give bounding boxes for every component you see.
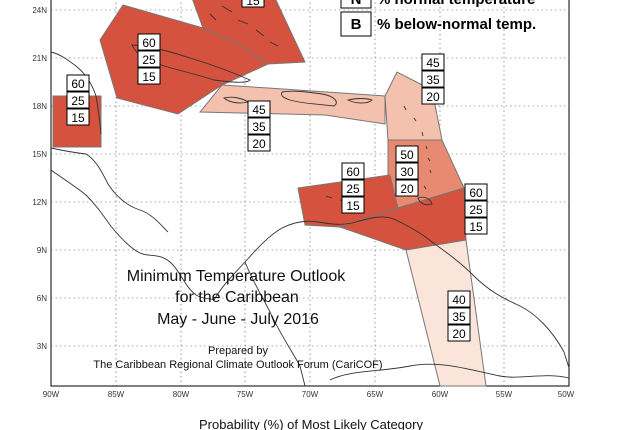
zone-guianas: [405, 239, 487, 387]
prob-value: 45: [252, 103, 266, 117]
prob-box: [421, 87, 445, 105]
central-america-coast-north: [50, 147, 169, 233]
zone-greater-antilles-east: [198, 84, 386, 125]
legend-key-normal: [340, 0, 372, 9]
prob-box: [341, 179, 365, 197]
prob-value: 30: [400, 165, 414, 179]
prob-box: [447, 307, 471, 325]
lon-label: 90W: [43, 390, 60, 399]
prob-value: 35: [252, 120, 266, 134]
prob-box: [464, 217, 488, 235]
credit-line: The Caribbean Regional Climate Outlook F…: [93, 359, 382, 371]
lat-label: 12N: [32, 198, 47, 207]
prob-box: [395, 162, 419, 180]
prob-value: 15: [71, 111, 85, 125]
map-credit: Prepared by The Caribbean Regional Clima…: [93, 345, 382, 371]
lon-labels: 90W 85W 80W 75W 70W 65W 60W 55W 50W: [43, 390, 575, 399]
prob-box: [341, 196, 365, 214]
lon-label: 65W: [367, 390, 384, 399]
prob-box: [66, 108, 90, 126]
lon-label: 60W: [432, 390, 449, 399]
prob-value: 20: [452, 327, 466, 341]
prob-value: 15: [469, 220, 483, 234]
river-basin: [329, 363, 570, 381]
lesser-antilles-coast: [403, 105, 432, 190]
prob-box: [395, 179, 419, 197]
prob-value: 35: [426, 73, 440, 87]
prob-box: [247, 100, 271, 118]
lon-label: 85W: [108, 390, 125, 399]
prob-box: [447, 290, 471, 308]
prob-box: [395, 145, 419, 163]
title-line: Minimum Temperature Outlook: [127, 268, 346, 285]
prob-value: 15: [346, 199, 360, 213]
lat-label: 15N: [32, 150, 47, 159]
puerto-rico-coast: [346, 98, 373, 104]
prob-box: [421, 53, 445, 71]
prob-box: [464, 200, 488, 218]
prob-value: 45: [426, 56, 440, 70]
prob-value: 60: [346, 165, 360, 179]
prob-value: 60: [142, 36, 156, 50]
prob-box: [137, 33, 161, 51]
lon-label: 55W: [496, 390, 513, 399]
prob-value: 35: [452, 310, 466, 324]
lon-label: 80W: [173, 390, 190, 399]
prob-value: 25: [469, 203, 483, 217]
south-america-interior: [244, 261, 306, 387]
prob-value: 20: [400, 182, 414, 196]
prob-value: 25: [346, 182, 360, 196]
bahamas-coast: [209, 5, 279, 47]
lat-label: 24N: [32, 6, 47, 15]
prob-box: [421, 70, 445, 88]
legend-letter: N: [351, 0, 362, 8]
lon-label: 75W: [237, 390, 254, 399]
legend-label: % normal temperature: [377, 0, 535, 8]
prob-box: [464, 183, 488, 201]
prob-value: 20: [426, 90, 440, 104]
trinidad-coast: [417, 196, 433, 206]
prob-value: 40: [452, 293, 466, 307]
prob-value: 15: [142, 70, 156, 84]
prob-box: [447, 324, 471, 342]
lon-label: 50W: [558, 390, 575, 399]
prob-box: [341, 162, 365, 180]
lon-label: 70W: [302, 390, 319, 399]
lat-label: 6N: [37, 294, 47, 303]
south-america-coast: [213, 216, 570, 369]
prob-value: 25: [142, 53, 156, 67]
legend: N % normal temperature B % below-normal …: [340, 0, 536, 37]
prob-box: [247, 134, 271, 152]
prob-box: [66, 74, 90, 92]
map-footer: Probability (%) of Most Likely Category: [199, 417, 423, 430]
prob-value: 25: [71, 94, 85, 108]
prob-value: 60: [469, 186, 483, 200]
lat-label: 3N: [37, 342, 47, 351]
prob-box: [137, 67, 161, 85]
legend-letter: B: [351, 16, 362, 33]
title-line: May - June - July 2016: [157, 311, 319, 328]
map-title: Minimum Temperature Outlook for the Cari…: [127, 268, 346, 328]
prob-value: 50: [400, 148, 414, 162]
prob-value: 60: [71, 77, 85, 91]
title-line: for the Caribbean: [175, 289, 299, 306]
lat-label: 18N: [32, 102, 47, 111]
prob-box: [137, 50, 161, 68]
prob-box: [247, 117, 271, 135]
credit-line: Prepared by: [208, 345, 268, 357]
prob-boxes: 15 60 25 15 60 25 15 45 35 20 45 35 20 5…: [66, 0, 488, 342]
legend-label: % below-normal temp.: [377, 16, 536, 33]
hispaniola-coast: [281, 90, 337, 107]
lat-label: 9N: [37, 246, 47, 255]
legend-key-below: [340, 11, 372, 37]
prob-box: [241, 0, 265, 8]
central-america-coast: [50, 169, 215, 301]
prob-box: [66, 91, 90, 109]
lat-labels: 24N 21N 18N 15N 12N 9N 6N 3N: [32, 6, 47, 351]
prob-value: 20: [252, 137, 266, 151]
lat-label: 21N: [32, 54, 47, 63]
prob-value: 15: [246, 0, 260, 8]
